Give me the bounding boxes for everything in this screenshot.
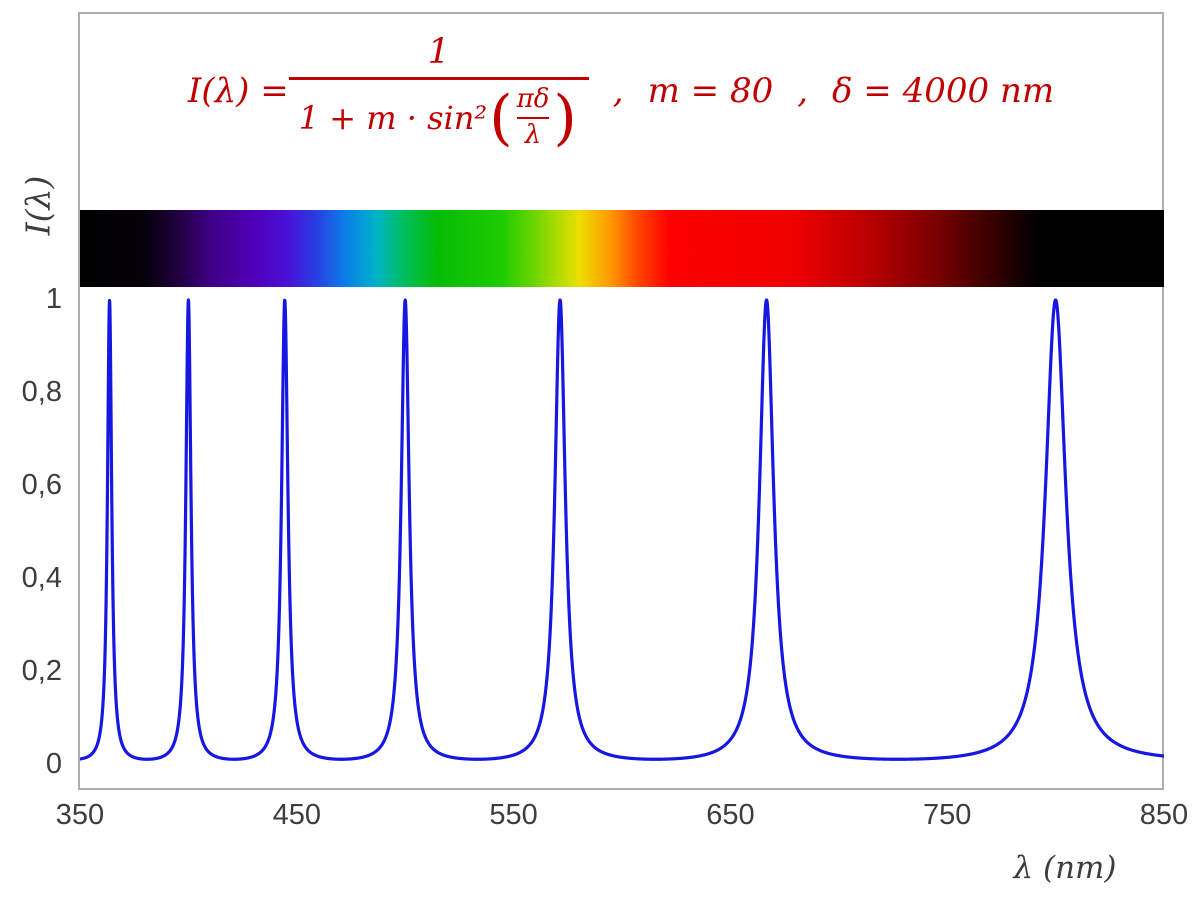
y-axis-label: I(λ) (18, 175, 58, 236)
formula: I(λ) = 1 1 + m · sin² ( πδ λ ) , m = 80 … (78, 32, 1164, 151)
plot-border-frame (78, 12, 1164, 790)
formula-main-fraction: 1 1 + m · sin² ( πδ λ ) (288, 32, 589, 153)
fraction-denominator: 1 + m · sin² ( πδ λ ) (298, 82, 579, 153)
x-tick-label: 750 (922, 799, 972, 831)
y-tick-label: 1 (45, 283, 62, 315)
fraction-bar (288, 77, 589, 81)
param-delta: δ = 4000 nm (832, 70, 1055, 111)
y-tick-label: 0,4 (21, 562, 62, 594)
open-paren: ( (489, 82, 513, 153)
visible-spectrum-bar (80, 210, 1164, 287)
inner-fraction-bar (516, 117, 550, 120)
close-paren: ) (553, 82, 577, 153)
inner-fraction-denominator: λ (524, 120, 542, 151)
x-axis-ticks: 350 450 550 650 750 850 (56, 799, 1188, 835)
y-tick-label: 0 (45, 748, 62, 780)
denominator-prefix: 1 + m · sin² (298, 98, 488, 137)
formula-lhs: I(λ) = (187, 70, 289, 111)
y-axis-ticks: 1 0,8 0,6 0,4 0,2 0 (4, 0, 68, 924)
y-tick-label: 0,6 (21, 469, 62, 501)
comma-separator: , (612, 70, 624, 111)
inner-fraction: πδ λ (516, 84, 550, 151)
x-tick-label: 450 (272, 799, 321, 831)
x-tick-label: 350 (55, 799, 105, 831)
x-tick-label: 650 (706, 799, 755, 831)
x-tick-label: 550 (489, 799, 538, 831)
param-m: m = 80 (647, 70, 774, 111)
y-tick-label: 0,2 (21, 655, 62, 687)
x-tick-label: 850 (1139, 799, 1189, 831)
inner-fraction-numerator: πδ (516, 84, 550, 115)
intensity-curve (80, 298, 1164, 761)
fraction-numerator: 1 (427, 32, 450, 72)
comma-separator: , (797, 70, 809, 111)
x-axis-label: λ (nm) (1013, 850, 1117, 886)
y-tick-label: 0,8 (21, 376, 62, 408)
